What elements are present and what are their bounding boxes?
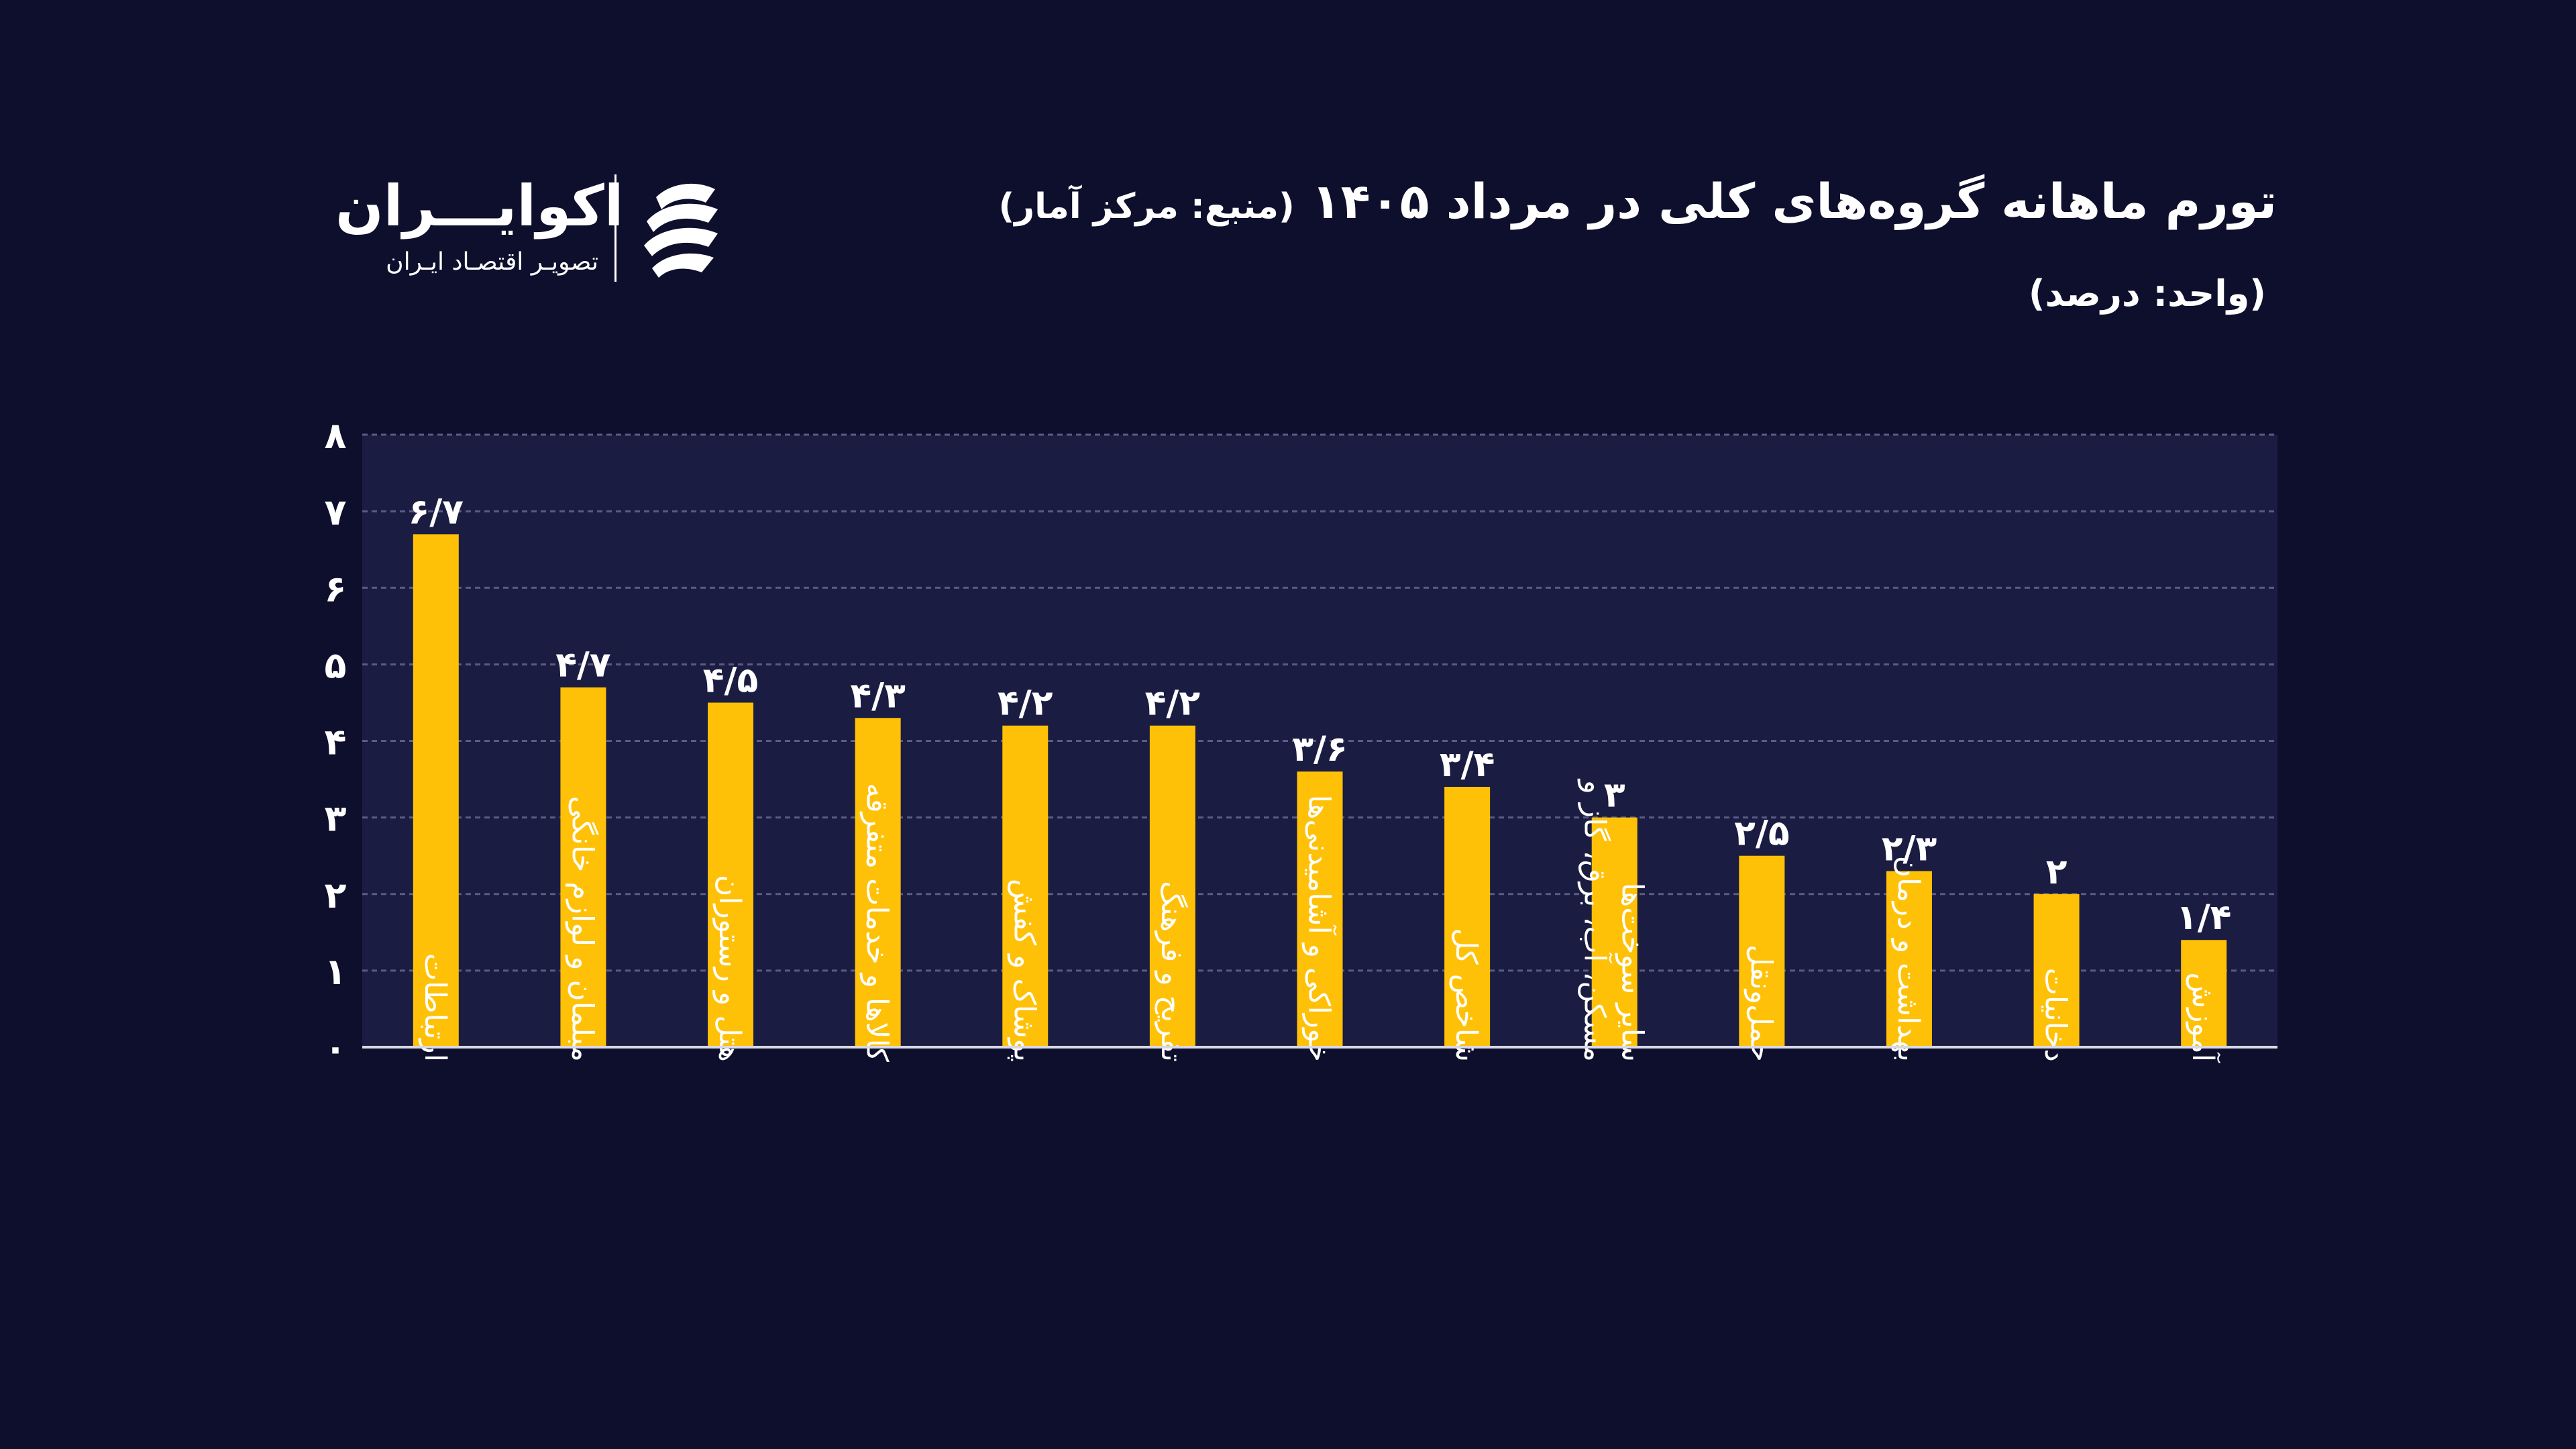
bar <box>855 718 901 1047</box>
category-label-line: تفریح و فرهنگ <box>1155 881 1189 1062</box>
category-label-line: بهداشت و درمان <box>1891 856 1925 1062</box>
category-label: پوشاک و کفش <box>1007 879 1041 1062</box>
y-tick-label: ۵ <box>325 644 347 686</box>
category-label: مبلمان و لوازم خانگی <box>565 796 599 1062</box>
category-label: بهداشت و درمان <box>1891 856 1925 1062</box>
category-label-line: مسکن، آب، برق، گاز و <box>1578 779 1613 1062</box>
logo-tagline: تصویـر اقتصـاد ایـران <box>386 248 598 276</box>
y-tick-label: ۰ <box>325 1027 347 1069</box>
category-label: کالاها و خدمات متفرقه <box>860 783 894 1062</box>
category-label: هتل و رستوران <box>712 875 747 1062</box>
category-label-line: حمل‌ونقل <box>1743 945 1778 1062</box>
bar-value-label: ۱/۴ <box>2176 898 2231 938</box>
logo-mark-icon <box>644 183 718 278</box>
bar-value-label: ۲/۳ <box>1882 829 1937 869</box>
y-axis-ticks: ۰ ۱ ۲ ۳ ۴ ۵ ۶ ۷ ۸ <box>325 415 347 1069</box>
bar-value-label: ۴/۲ <box>1145 684 1201 724</box>
chart-title-main: تورم ماهانه گروه‌های کلی در مرداد ۱۴۰۵ <box>1311 173 2277 229</box>
y-tick-label: ۶ <box>325 568 347 610</box>
category-label-line: پوشاک و کفش <box>1007 879 1041 1062</box>
y-tick-label: ۷ <box>325 491 347 533</box>
bar <box>1444 786 1491 1047</box>
category-label-line: خوراکی و آشامیدنی‌ها <box>1302 795 1338 1062</box>
chart-unit: (واحد: درصد) <box>2028 272 2266 315</box>
category-label-line: آموزش <box>2186 973 2221 1063</box>
category-label-line: کالاها و خدمات متفرقه <box>860 783 894 1062</box>
bar <box>1591 817 1638 1047</box>
bar-value-label: ۳/۶ <box>1292 729 1347 769</box>
category-label: ارتباطات <box>418 953 452 1062</box>
bar <box>560 687 606 1047</box>
y-tick-label: ۱ <box>325 951 347 993</box>
bar <box>1886 871 1932 1047</box>
y-tick-label: ۲ <box>325 874 347 916</box>
category-label-line: سایر سوخت‌ها <box>1615 883 1650 1062</box>
logo-name: اکوایـــران <box>335 173 624 239</box>
bars <box>413 534 2227 1047</box>
bar-value-label: ۴/۲ <box>998 684 1053 724</box>
category-label: تفریح و فرهنگ <box>1155 881 1189 1062</box>
bar-value-label: ۲/۵ <box>1734 814 1789 854</box>
bar <box>1149 725 1195 1047</box>
bar <box>2181 940 2227 1047</box>
bar <box>708 702 754 1047</box>
bar-value-label: ۲ <box>2046 852 2068 892</box>
bar <box>1002 725 1049 1047</box>
ecoiran-logo: اکوایـــران تصویـر اقتصـاد ایـران <box>335 168 738 288</box>
category-label: شاخص کل <box>1449 928 1483 1062</box>
bar-value-label: ۴/۵ <box>703 660 758 700</box>
y-tick-label: ۳ <box>325 798 347 840</box>
value-labels: ۶/۷ ۴/۷ ۴/۵ ۴/۳ ۴/۲ ۴/۲ ۳/۶ ۳/۴ ۳ ۲/۵ ۲/۳ ۲ ۱/۴ <box>409 492 2232 938</box>
bar <box>1739 855 1785 1047</box>
category-label-line: ارتباطات <box>418 953 452 1062</box>
category-label: خوراکی و آشامیدنی‌ها <box>1302 795 1338 1062</box>
chart-title: تورم ماهانه گروه‌های کلی در مرداد ۱۴۰۵ (… <box>998 173 2277 229</box>
bar-value-label: ۶/۷ <box>409 492 464 532</box>
category-label: آموزش <box>2186 973 2221 1063</box>
bar-value-label: ۴/۷ <box>555 645 610 686</box>
y-tick-label: ۴ <box>325 721 347 763</box>
logo-divider <box>614 174 616 282</box>
category-label-line: شاخص کل <box>1449 928 1483 1062</box>
bar <box>2033 894 2080 1047</box>
chart-source: (منبع: مرکز آمار) <box>998 186 1295 227</box>
category-label-line: هتل و رستوران <box>712 875 747 1062</box>
category-label-line: مبلمان و لوازم خانگی <box>565 796 599 1062</box>
category-label: مسکن، آب، برق، گاز و سایر سوخت‌ها <box>1578 779 1650 1062</box>
bar <box>413 534 459 1047</box>
bar-value-label: ۳/۴ <box>1440 745 1495 785</box>
bar <box>1297 771 1343 1047</box>
category-label: حمل‌ونقل <box>1743 945 1778 1062</box>
bar-value-label: ۴/۳ <box>850 676 906 716</box>
bar-value-label: ۳ <box>1604 775 1625 816</box>
y-tick-label: ۸ <box>325 415 347 457</box>
